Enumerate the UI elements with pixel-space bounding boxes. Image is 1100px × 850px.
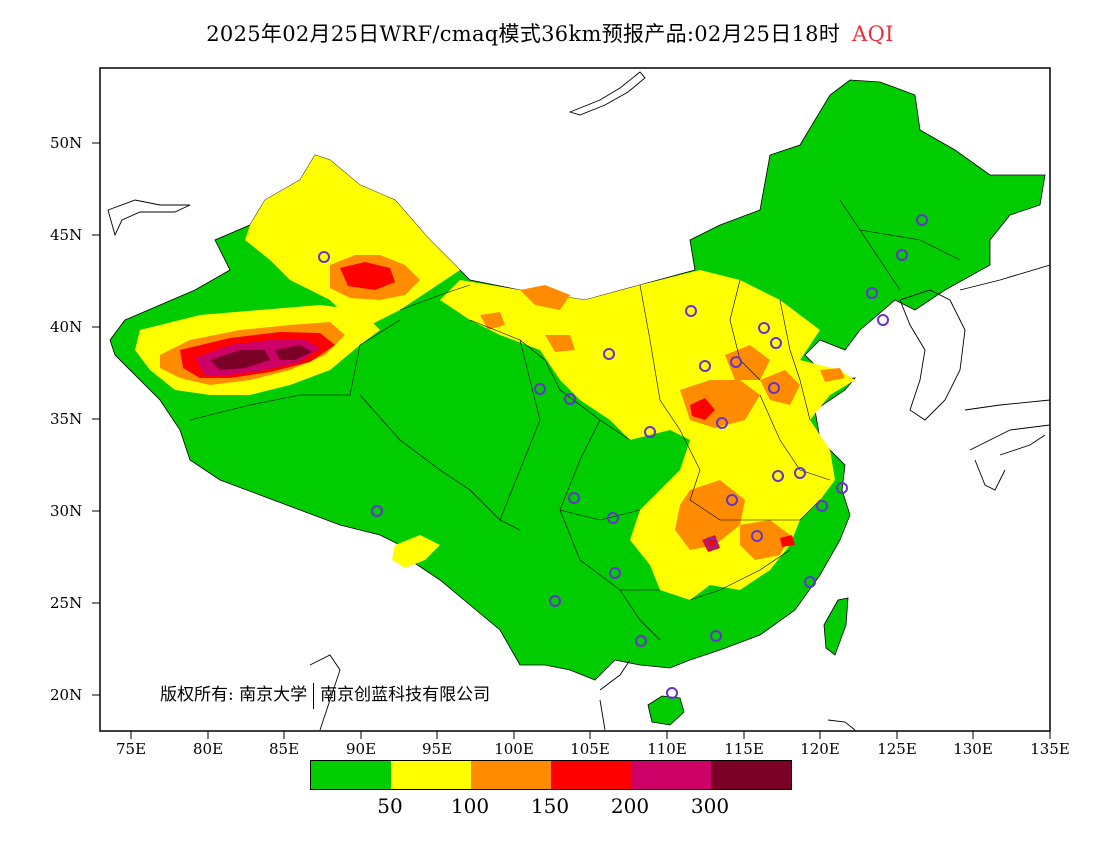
station-marker — [603, 348, 615, 360]
station-marker — [758, 322, 770, 334]
station-marker — [607, 512, 619, 524]
station-marker — [877, 314, 889, 326]
legend-threshold-300: 300 — [690, 794, 730, 818]
station-marker — [635, 635, 647, 647]
station-marker — [836, 482, 848, 494]
lon-label-85e: 85E — [268, 740, 300, 758]
station-marker — [751, 530, 763, 542]
station-marker — [726, 494, 738, 506]
copyright-divider — [313, 682, 315, 709]
station-marker — [685, 305, 697, 317]
copyright-label: 版权所有: — [160, 685, 234, 705]
title-text: 2025年02月25日WRF/cmaq模式36km预报产品:02月25日18时 — [206, 22, 841, 46]
station-marker — [804, 576, 816, 588]
legend-threshold-200: 200 — [610, 794, 650, 818]
station-marker — [794, 467, 806, 479]
lon-label-125e: 125E — [877, 740, 917, 758]
lon-label-75e: 75E — [115, 740, 147, 758]
lon-label-110e: 110E — [647, 740, 687, 758]
lon-label-80e: 80E — [192, 740, 224, 758]
copyright-org1: 南京大学 — [239, 685, 308, 705]
map-frame — [99, 67, 1051, 732]
station-marker — [706, 537, 718, 549]
station-marker — [568, 492, 580, 504]
lon-label-95e: 95E — [421, 740, 453, 758]
copyright-notice: 版权所有: 南京大学 南京创蓝科技有限公司 — [160, 680, 490, 709]
station-marker — [609, 567, 621, 579]
station-marker — [666, 687, 678, 699]
station-marker — [534, 383, 546, 395]
station-marker — [644, 426, 656, 438]
lat-label-35n: 35N — [50, 410, 83, 428]
lon-label-100e: 100E — [494, 740, 534, 758]
station-marker — [816, 500, 828, 512]
map-title: 2025年02月25日WRF/cmaq模式36km预报产品:02月25日18时 A… — [0, 18, 1100, 48]
station-marker — [716, 417, 728, 429]
lat-label-50n: 50N — [50, 134, 83, 152]
axis-ticks — [92, 142, 1051, 739]
legend-swatch-4 — [631, 761, 711, 789]
lat-label-45n: 45N — [50, 226, 83, 244]
station-marker — [730, 356, 742, 368]
legend-threshold-50: 50 — [377, 794, 403, 818]
station-marker — [318, 251, 330, 263]
station-marker — [710, 630, 722, 642]
lon-label-90e: 90E — [345, 740, 377, 758]
station-marker — [371, 505, 383, 517]
station-marker — [699, 360, 711, 372]
legend-swatch-0 — [311, 761, 391, 789]
station-marker — [564, 393, 576, 405]
station-marker — [916, 214, 928, 226]
lon-label-135e: 135E — [1030, 740, 1070, 758]
legend-swatch-3 — [551, 761, 631, 789]
hainan-island — [647, 695, 685, 726]
lat-label-40n: 40N — [50, 318, 83, 336]
lon-label-120e: 120E — [800, 740, 840, 758]
province-boundaries — [189, 199, 961, 641]
legend-threshold-100: 100 — [450, 794, 490, 818]
lat-label-25n: 25N — [50, 594, 83, 612]
lon-label-105e: 105E — [570, 740, 610, 758]
station-marker — [770, 337, 782, 349]
aqi-legend — [310, 760, 792, 790]
taiwan-island — [823, 597, 849, 656]
legend-swatch-5 — [711, 761, 791, 789]
lat-label-30n: 30N — [50, 502, 83, 520]
lat-label-20n: 20N — [50, 686, 83, 704]
legend-swatch-1 — [391, 761, 471, 789]
aqi-hazardous-zones — [210, 345, 312, 370]
lon-label-130e: 130E — [953, 740, 993, 758]
lon-label-115e: 115E — [724, 740, 764, 758]
station-marker — [772, 470, 784, 482]
copyright-org2: 南京创蓝科技有限公司 — [320, 685, 491, 705]
neighbor-coastlines — [107, 71, 1050, 731]
title-variable: AQI — [852, 22, 894, 46]
station-markers — [318, 214, 928, 699]
station-marker — [866, 287, 878, 299]
legend-swatch-2 — [471, 761, 551, 789]
station-marker — [549, 595, 561, 607]
legend-threshold-150: 150 — [530, 794, 570, 818]
station-marker — [896, 249, 908, 261]
station-marker — [768, 382, 780, 394]
